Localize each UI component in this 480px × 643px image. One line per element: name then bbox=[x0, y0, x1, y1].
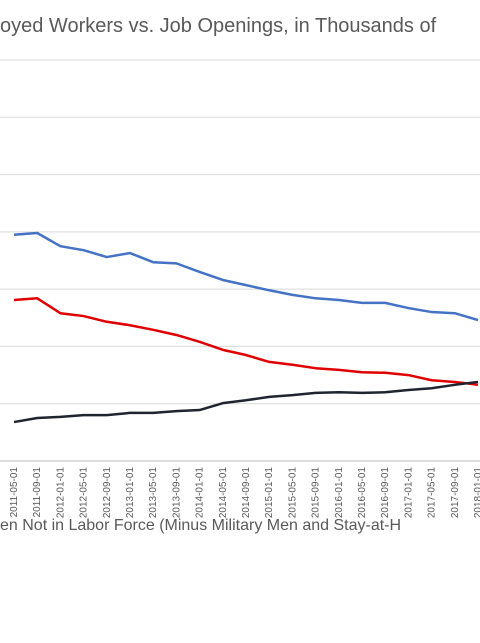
x-tick-label: 2014-01-01 bbox=[195, 467, 206, 519]
series-line bbox=[13, 297, 479, 387]
x-tick-label: 2011-09-01 bbox=[32, 467, 43, 518]
chart-title: oyed Workers vs. Job Openings, in Thousa… bbox=[0, 15, 437, 37]
x-tick-label: 2017-01-01 bbox=[403, 467, 414, 519]
x-tick-label: 2015-01-01 bbox=[264, 467, 275, 519]
x-tick-label: 2013-01-01 bbox=[125, 467, 136, 519]
x-tick-label: 2016-01-01 bbox=[334, 467, 345, 519]
x-tick-label: 2017-09-01 bbox=[450, 467, 461, 519]
x-tick-label: 2016-05-01 bbox=[357, 467, 368, 519]
legend-label: en Not in Labor Force (Minus Military Me… bbox=[0, 517, 401, 534]
x-tick-label: 2013-09-01 bbox=[171, 467, 182, 519]
x-tick-label: 2018-01-01 bbox=[473, 467, 480, 519]
x-tick-label: 2016-09-01 bbox=[380, 467, 391, 519]
series-line bbox=[13, 380, 479, 424]
x-tick-label: 2012-09-01 bbox=[102, 467, 113, 519]
series-line bbox=[13, 231, 479, 322]
x-tick-label: 2015-09-01 bbox=[311, 467, 322, 519]
x-tick-label: 2017-05-01 bbox=[427, 467, 438, 519]
x-tick-label: 2014-05-01 bbox=[218, 467, 229, 519]
x-tick-label: 2015-05-01 bbox=[287, 467, 298, 519]
x-tick-label: 2013-05-01 bbox=[148, 467, 159, 519]
x-tick-label: 2012-01-01 bbox=[55, 467, 66, 519]
x-tick-label: 2012-05-01 bbox=[79, 467, 90, 519]
x-tick-label: 2011-05-01 bbox=[9, 467, 20, 518]
x-tick-label: 2014-09-01 bbox=[241, 467, 252, 519]
